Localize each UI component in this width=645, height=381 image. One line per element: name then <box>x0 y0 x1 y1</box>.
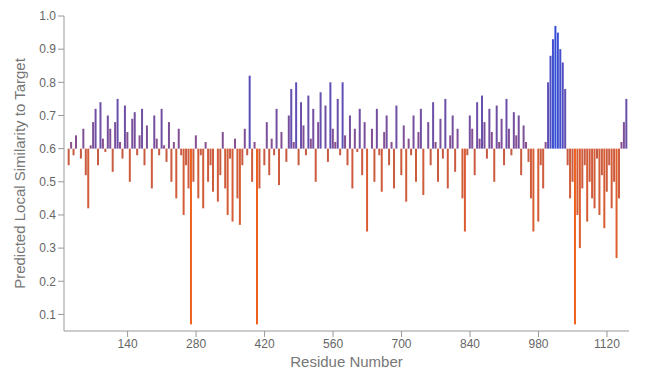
svg-text:420: 420 <box>255 337 275 351</box>
svg-text:560: 560 <box>323 337 343 351</box>
svg-text:0.5: 0.5 <box>39 175 56 189</box>
svg-text:1.0: 1.0 <box>39 9 56 23</box>
svg-text:0.7: 0.7 <box>39 109 56 123</box>
svg-text:0.6: 0.6 <box>39 142 56 156</box>
svg-text:0.3: 0.3 <box>39 241 56 255</box>
svg-text:0.9: 0.9 <box>39 42 56 56</box>
svg-text:0.1: 0.1 <box>39 308 56 322</box>
svg-text:1120: 1120 <box>594 337 620 351</box>
svg-text:980: 980 <box>528 337 548 351</box>
svg-text:280: 280 <box>186 337 206 351</box>
svg-text:0.8: 0.8 <box>39 76 56 90</box>
svg-text:840: 840 <box>460 337 480 351</box>
svg-text:0.4: 0.4 <box>39 208 56 222</box>
svg-text:Predicted Local Similarity to: Predicted Local Similarity to Target <box>11 57 28 288</box>
svg-text:700: 700 <box>392 337 412 351</box>
svg-text:Residue Number: Residue Number <box>290 353 403 370</box>
svg-text:0.2: 0.2 <box>39 275 56 289</box>
svg-text:140: 140 <box>118 337 138 351</box>
